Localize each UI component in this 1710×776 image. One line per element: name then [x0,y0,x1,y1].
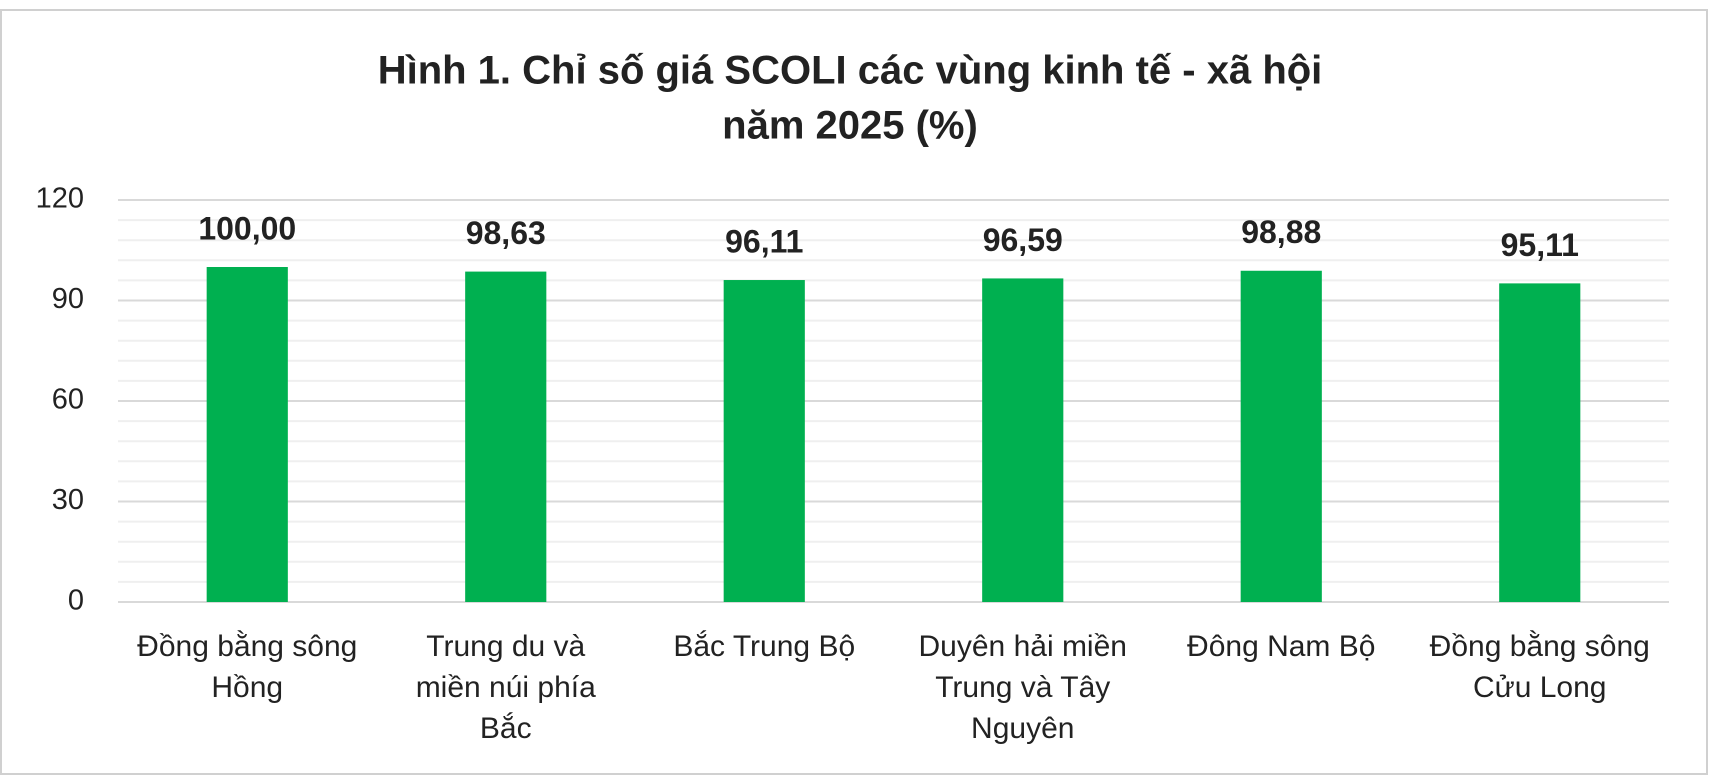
x-tick-label: Trung du và miền núi phía Bắc [415,630,596,745]
x-tick-label: Đồng bằng sông Cửu Long [1429,630,1650,704]
bar [1499,283,1581,602]
bar [206,267,288,602]
bar [1240,270,1322,602]
y-tick-label: 0 [68,585,84,617]
y-tick-label: 30 [52,484,84,516]
data-label: 100,00 [198,210,296,246]
bar [465,271,547,602]
bar [723,280,805,602]
x-tick-label: Đông Nam Bộ [1187,630,1376,663]
data-label: 98,88 [1241,214,1321,250]
chart-title: năm 2025 (%) [722,104,978,148]
x-tick-label: Bắc Trung Bộ [673,630,856,663]
y-tick-label: 60 [52,384,84,416]
data-label: 96,59 [983,222,1063,258]
chart-title: Hình 1. Chỉ số giá SCOLI các vùng kinh t… [378,49,1323,93]
y-tick-label: 120 [36,183,84,215]
y-tick-label: 90 [52,283,84,315]
x-tick-label: Duyên hải miền Trung và Tây Nguyên [918,630,1127,745]
bar [982,278,1064,602]
data-label: 96,11 [725,223,803,259]
data-label: 95,11 [1501,227,1579,263]
data-label: 98,63 [466,215,546,251]
x-tick-label: Đồng bằng sông Hồng [137,630,358,704]
